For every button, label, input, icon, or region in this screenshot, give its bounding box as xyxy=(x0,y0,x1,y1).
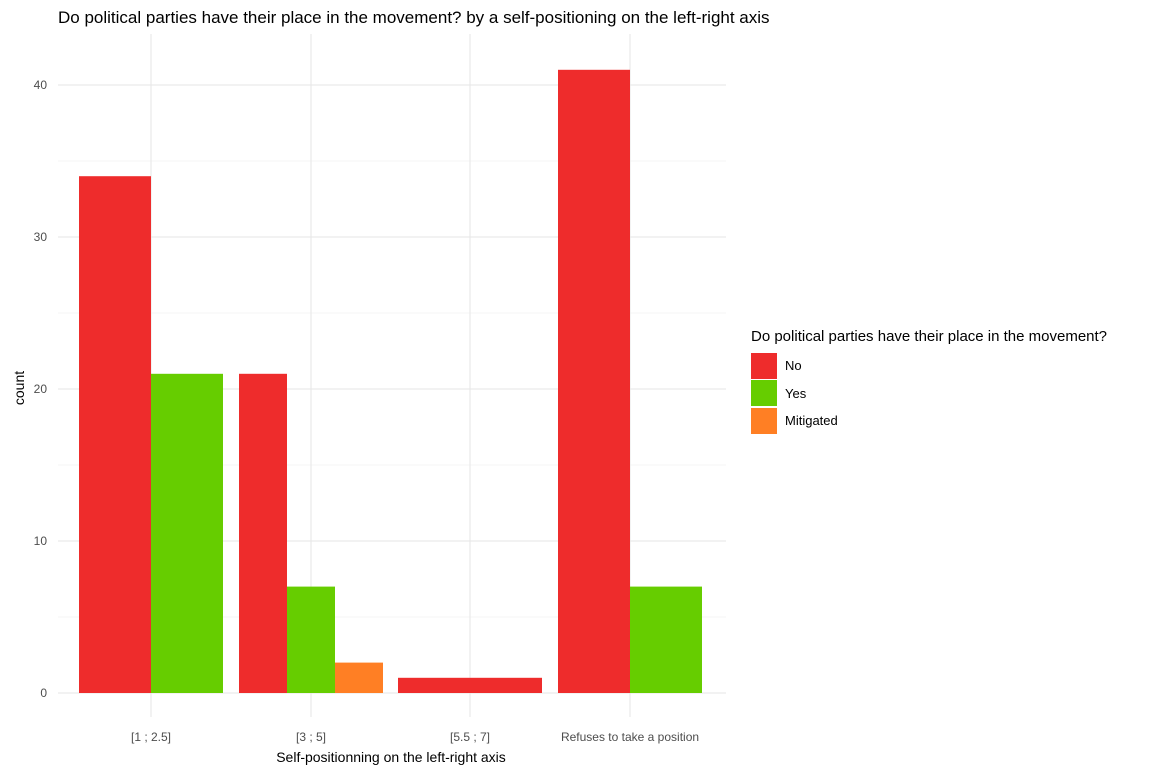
legend-key-swatch xyxy=(751,380,777,407)
legend-label: Yes xyxy=(785,385,807,401)
x-tick-label: [1 ; 2.5] xyxy=(131,730,171,744)
legend-item-no: No xyxy=(751,352,1107,380)
bar-yes-3 xyxy=(630,586,702,693)
bar-no-3 xyxy=(558,69,630,694)
bars xyxy=(79,69,702,694)
y-tick-label: 10 xyxy=(34,534,48,548)
bar-no-0 xyxy=(79,176,151,693)
x-tick-label: [3 ; 5] xyxy=(296,730,326,744)
y-tick-label: 20 xyxy=(34,382,48,396)
tick-labels: [1 ; 2.5] [3 ; 5] [5.5 ; 7] Refuses to take… xyxy=(34,78,699,744)
legend-items: No Yes Mitigated xyxy=(751,352,1107,435)
legend-label: Mitigated xyxy=(785,413,838,429)
legend-key-swatch xyxy=(751,407,777,434)
bar-yes-0 xyxy=(151,373,223,693)
chart-title: Do political parties have their place in… xyxy=(58,8,770,27)
legend: Do political parties have their place in… xyxy=(751,328,1107,435)
legend-item-mitigated: Mitigated xyxy=(751,407,1107,435)
x-axis-title: Self-positionning on the left-right axis xyxy=(276,749,506,765)
bar-no-1 xyxy=(239,373,287,693)
y-tick-label: 0 xyxy=(40,686,47,700)
bar-mitigated-1 xyxy=(335,662,383,693)
x-tick-label: [5.5 ; 7] xyxy=(450,730,490,744)
y-axis-title: count xyxy=(11,371,27,405)
bar-yes-1 xyxy=(287,586,335,693)
y-tick-label: 30 xyxy=(34,230,48,244)
bar-no-2 xyxy=(398,677,542,693)
legend-title: Do political parties have their place in… xyxy=(751,328,1108,345)
y-tick-label: 40 xyxy=(34,78,48,92)
legend-label: No xyxy=(785,358,802,374)
legend-key-swatch xyxy=(751,352,777,379)
legend-item-yes: Yes xyxy=(751,380,1107,408)
x-tick-label: Refuses to take a position xyxy=(561,730,699,744)
